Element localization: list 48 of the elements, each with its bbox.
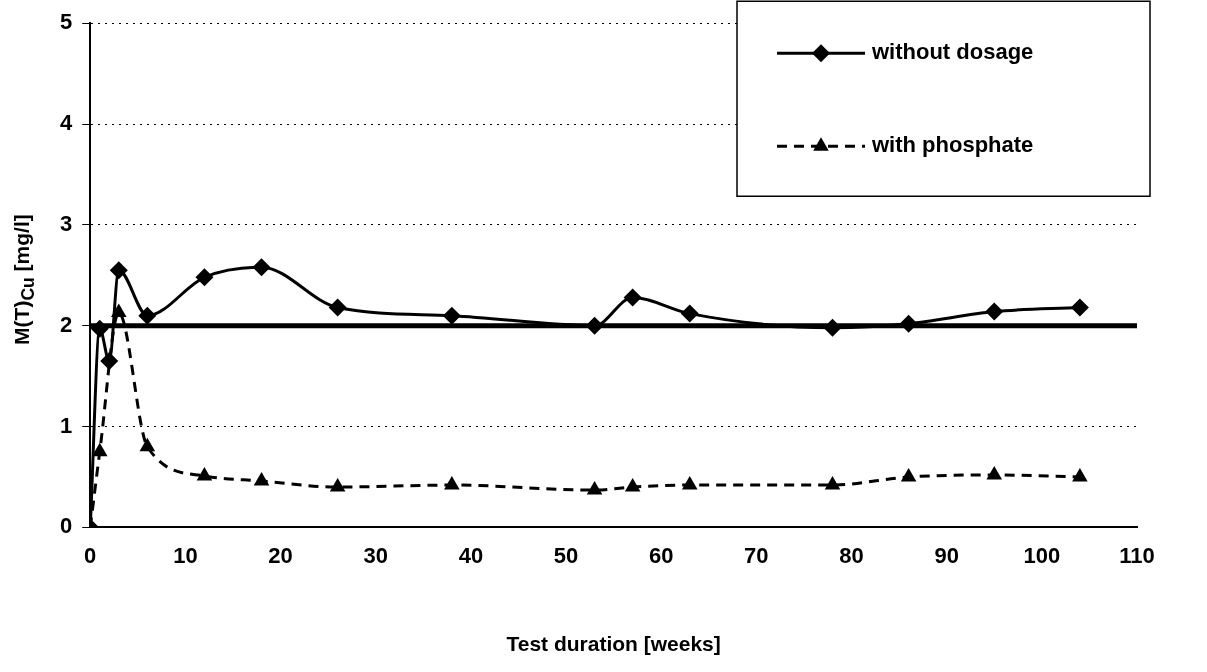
x-tick-label: 20 (268, 542, 293, 568)
x-tick-label: 100 (1023, 542, 1061, 568)
x-tick-label: 10 (173, 542, 198, 568)
point (985, 302, 1004, 321)
y-tick-label: 2 (59, 311, 73, 337)
point (900, 467, 917, 482)
legend-label: with phosphate (871, 132, 1034, 158)
point (824, 476, 841, 490)
x-tick-label: 60 (648, 542, 674, 568)
point (1072, 467, 1088, 482)
x-tick-label: 0 (84, 542, 97, 568)
point (195, 268, 214, 287)
point (624, 478, 641, 492)
point (196, 466, 213, 481)
point (444, 476, 460, 490)
x-tick-label: 70 (744, 542, 769, 568)
x-tick-label: 80 (839, 542, 864, 568)
point (586, 481, 603, 495)
y-tick-label: 1 (59, 412, 73, 438)
y-tick-label: 3 (59, 210, 73, 236)
x-tick-label: 90 (934, 542, 959, 568)
point (442, 306, 461, 325)
point (139, 437, 156, 452)
x-tick-label: 110 (1119, 542, 1155, 568)
x-tick-label: 30 (363, 542, 388, 568)
point (986, 465, 1003, 480)
point (585, 316, 604, 335)
legend-label: without dosage (871, 39, 1034, 65)
point (90, 319, 109, 338)
x-tick-label: 50 (553, 542, 579, 568)
point (899, 314, 918, 333)
point (681, 476, 698, 490)
point (100, 352, 119, 371)
y-tick-label: 5 (59, 9, 73, 35)
y-tick-label: 4 (59, 110, 73, 136)
point (328, 298, 347, 317)
point (823, 318, 842, 337)
x-axis-title: Test duration [weeks] (506, 632, 721, 656)
point (1070, 298, 1089, 317)
point (138, 306, 157, 325)
point (253, 472, 270, 486)
point (680, 304, 699, 323)
point (329, 478, 346, 492)
y-tick-label: 0 (59, 513, 73, 539)
point (623, 288, 642, 307)
point (109, 261, 128, 280)
point (252, 258, 271, 277)
x-tick-label: 40 (458, 542, 484, 568)
